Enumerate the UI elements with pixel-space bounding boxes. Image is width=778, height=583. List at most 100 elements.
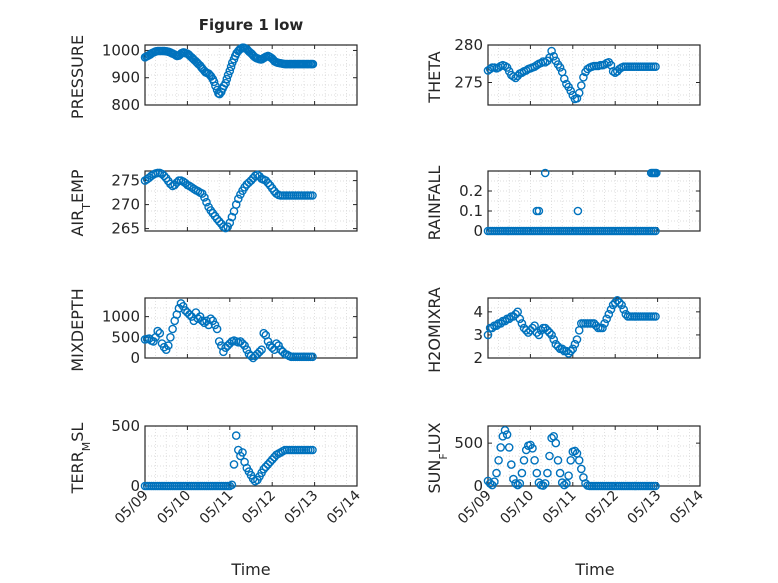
data-point <box>528 443 537 453</box>
data-point <box>259 328 269 338</box>
data-point <box>212 324 222 334</box>
data-point <box>263 178 273 188</box>
data-point <box>570 339 580 349</box>
data-point <box>168 324 177 334</box>
y-axis-label-airtemp: AIRTEMP <box>68 169 93 236</box>
axes-box-pressure <box>144 44 358 106</box>
data-point <box>517 468 527 478</box>
data-point <box>246 176 256 185</box>
y-axis-label-sunflux: SUNFLUX <box>425 422 450 493</box>
subplot-theta: 275 280 THETA <box>425 36 701 106</box>
data-point <box>490 477 499 487</box>
data-point <box>545 451 554 461</box>
y-axis-label-terrmsl: TERRMSL <box>68 423 93 495</box>
data-point <box>153 326 162 336</box>
data-point <box>511 309 520 319</box>
data-point <box>226 62 236 72</box>
data-point <box>602 314 612 324</box>
data-point <box>577 464 586 474</box>
series-sunflux <box>483 425 660 491</box>
axes-box-mixdepth <box>144 297 358 359</box>
data-point <box>202 316 211 326</box>
x-tick-label: 05/11 <box>540 488 580 528</box>
y-tick-label: 900 <box>111 69 140 87</box>
data-point <box>197 316 207 326</box>
data-point <box>308 191 317 200</box>
data-point <box>504 443 514 452</box>
data-point <box>543 325 552 335</box>
series-h2omixra <box>483 295 660 358</box>
y-tick-label: 500 <box>111 328 140 346</box>
subplot-grid: 800 900 1000 PRESSURE 275 280 THETA 265 270 275 AI… <box>68 35 707 527</box>
y-axis-label-theta: THETA <box>425 51 444 103</box>
data-point <box>502 430 512 439</box>
series-theta <box>483 46 660 104</box>
data-point <box>600 319 609 328</box>
data-point <box>538 481 548 490</box>
y-axis-label-h2omixra: H2OMIXRA <box>425 287 444 373</box>
data-point <box>231 431 241 440</box>
figure-title: Figure 1 low <box>199 16 304 34</box>
data-point <box>540 58 550 67</box>
data-point <box>532 60 542 70</box>
data-point <box>210 320 220 330</box>
data-point <box>555 468 565 478</box>
data-point <box>506 460 516 469</box>
y-tick-label: 0 <box>473 222 483 240</box>
data-point <box>159 171 169 181</box>
data-point <box>208 316 218 326</box>
data-point <box>528 323 537 333</box>
x-axis-label-left: Time <box>230 560 270 579</box>
grid-rainfall <box>487 171 701 231</box>
data-point <box>515 314 525 324</box>
y-tick-label: 0.2 <box>459 182 483 200</box>
data-point <box>267 455 277 464</box>
data-point <box>555 63 565 72</box>
data-point <box>257 345 266 355</box>
data-point <box>261 176 271 185</box>
data-point <box>547 433 556 443</box>
data-point <box>532 328 542 337</box>
subplot-pressure: 800 900 1000 PRESSURE <box>68 35 358 119</box>
data-point <box>540 168 550 178</box>
data-point <box>240 341 249 350</box>
data-point <box>229 460 239 469</box>
data-point <box>265 457 275 467</box>
axes-box-theta <box>487 44 701 106</box>
y-tick-label: 2 <box>473 349 483 367</box>
data-point <box>564 349 573 358</box>
data-point <box>549 335 559 344</box>
data-point <box>532 468 542 478</box>
data-point <box>568 344 578 354</box>
data-point <box>193 186 203 196</box>
data-point <box>540 323 550 333</box>
data-point <box>255 347 264 357</box>
x-tick-label: 05/13 <box>625 488 665 528</box>
data-point <box>606 305 616 314</box>
data-point <box>557 478 567 487</box>
data-point <box>259 464 269 474</box>
y-tick-label: 275 <box>454 74 483 92</box>
data-point <box>189 184 199 194</box>
data-point <box>560 74 569 84</box>
x-tick-label: 05/11 <box>197 488 237 528</box>
data-point <box>155 328 165 338</box>
series-terrmsl <box>140 431 317 491</box>
x-tick-label: 05/14 <box>324 487 364 527</box>
x-tick-label: 05/10 <box>154 488 194 528</box>
data-point <box>570 446 580 456</box>
data-point <box>163 341 173 350</box>
x-tick-label: 05/14 <box>667 487 707 527</box>
subplot-h2omixra: 2 3 4 H2OMIXRA <box>425 287 701 373</box>
data-point <box>223 70 233 80</box>
data-point <box>545 328 554 337</box>
data-point <box>551 438 561 448</box>
data-point <box>651 226 660 236</box>
data-point <box>225 218 235 228</box>
data-point <box>577 81 586 90</box>
data-point <box>193 314 203 324</box>
data-point <box>200 318 209 328</box>
y-tick-label: 265 <box>111 220 140 238</box>
data-point <box>513 480 523 490</box>
